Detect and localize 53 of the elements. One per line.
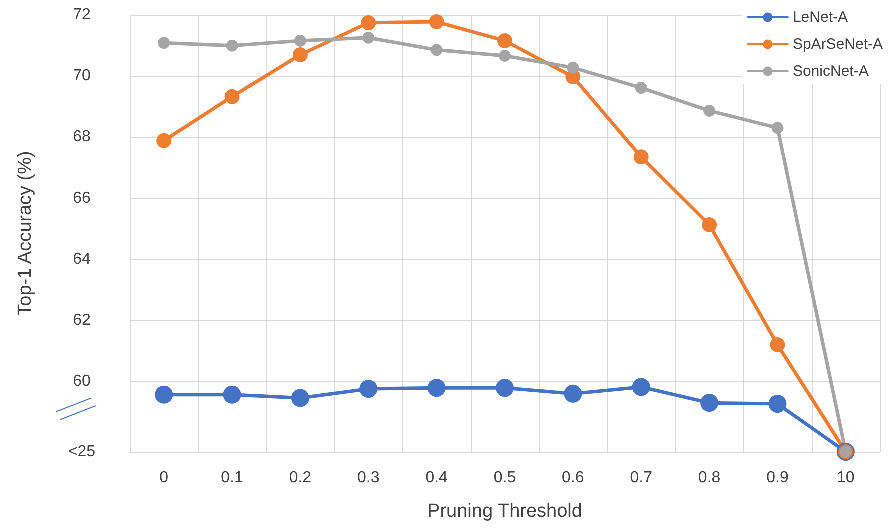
y-tick-label: <25 xyxy=(68,444,96,460)
point xyxy=(224,89,240,104)
point xyxy=(564,384,582,403)
point xyxy=(499,50,511,62)
y-tick-label: 68 xyxy=(73,128,91,146)
y-axis-title: Top-1 Accuracy (%) xyxy=(15,151,36,316)
y-tick-label: 64 xyxy=(73,250,91,268)
y-tick-label: 60 xyxy=(73,373,91,390)
point xyxy=(360,380,378,398)
legend-label: SpArSeNet-A xyxy=(792,36,884,53)
point xyxy=(567,62,580,74)
x-tick-label: 0.4 xyxy=(426,470,448,486)
point xyxy=(430,44,443,56)
point xyxy=(634,150,649,165)
point xyxy=(156,133,172,148)
legend-label: SonicNet-A xyxy=(792,63,869,80)
y-tick-label: 72 xyxy=(73,6,91,24)
point xyxy=(158,37,170,50)
x-tick-label: 0.3 xyxy=(358,470,380,486)
x-tick-label: 0.8 xyxy=(698,470,721,486)
point xyxy=(155,386,174,404)
point xyxy=(770,338,786,353)
point xyxy=(294,34,306,47)
point xyxy=(223,386,242,404)
point xyxy=(428,379,446,398)
x-tick-label: 0.5 xyxy=(494,470,516,486)
point xyxy=(632,378,650,396)
point xyxy=(361,15,376,30)
x-tick-label: 0.6 xyxy=(562,470,584,486)
point xyxy=(635,82,648,94)
point xyxy=(291,389,310,408)
point xyxy=(429,14,444,30)
point xyxy=(700,394,719,412)
y-tick-label: 62 xyxy=(73,312,91,330)
y-tick-label: 66 xyxy=(73,190,91,207)
point xyxy=(704,104,716,117)
y-tick-label: 70 xyxy=(73,68,91,85)
x-tick-label: 0.9 xyxy=(766,470,789,486)
point xyxy=(362,32,375,44)
point xyxy=(768,395,787,414)
x-tick-label: 0.7 xyxy=(630,470,653,486)
point xyxy=(702,217,718,232)
point xyxy=(772,122,784,134)
x-tick-label: 0.1 xyxy=(221,470,244,486)
x-tick-label: 0 xyxy=(160,470,169,486)
point xyxy=(292,48,308,63)
legend-label: LeNet-A xyxy=(792,9,848,26)
point xyxy=(226,40,238,52)
x-tick-label: 0.2 xyxy=(289,470,312,486)
x-tick-label: 10 xyxy=(837,470,855,486)
point xyxy=(498,33,512,48)
point xyxy=(496,379,514,398)
x-axis-title: Pruning Threshold xyxy=(428,501,582,522)
